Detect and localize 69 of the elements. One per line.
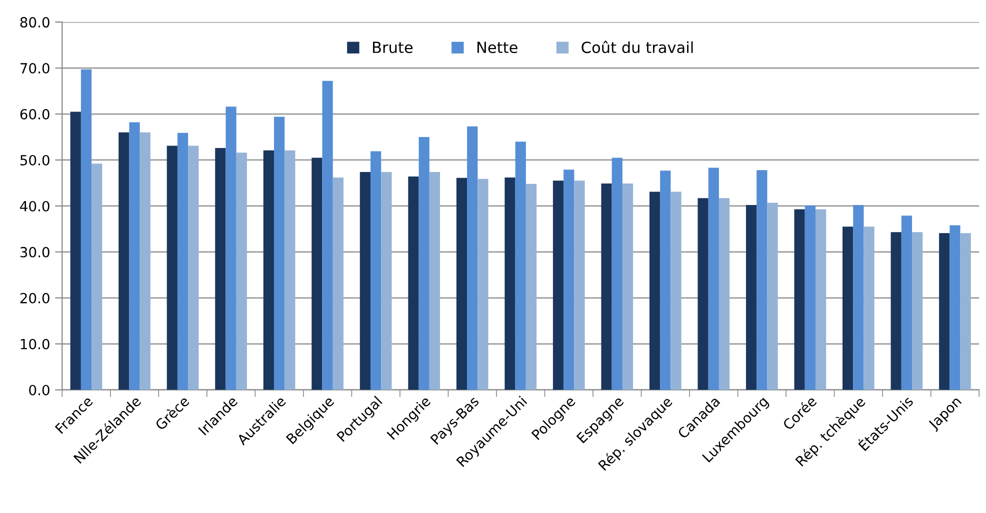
bar xyxy=(698,198,708,390)
bar xyxy=(70,112,81,390)
bar xyxy=(370,151,382,390)
bar xyxy=(804,206,816,390)
bar xyxy=(853,205,864,390)
bar xyxy=(552,180,564,390)
bar xyxy=(381,172,392,390)
y-tick-label: 30.0 xyxy=(20,246,50,258)
bar xyxy=(649,192,660,390)
bar xyxy=(708,168,719,390)
bar xyxy=(332,177,344,390)
bar xyxy=(718,198,730,390)
bar xyxy=(478,178,488,390)
bar xyxy=(236,152,247,390)
bar xyxy=(574,180,585,390)
legend-label: Coût du travail xyxy=(582,40,693,54)
bar xyxy=(80,69,92,390)
bar xyxy=(360,172,371,390)
y-tick-label: 40.0 xyxy=(20,200,50,212)
bar xyxy=(177,132,188,390)
bar xyxy=(670,192,682,390)
bar xyxy=(226,106,236,390)
bar xyxy=(767,202,778,390)
bar xyxy=(215,148,226,390)
y-tick-label: 10.0 xyxy=(20,338,50,350)
bar xyxy=(960,233,971,390)
bar xyxy=(504,177,516,390)
bar xyxy=(601,183,612,390)
bar xyxy=(284,150,296,390)
bar xyxy=(263,150,274,390)
bar xyxy=(515,142,526,390)
bar xyxy=(815,209,826,390)
legend-label: Brute xyxy=(373,42,413,54)
y-tick-label: 70.0 xyxy=(20,63,50,74)
bar xyxy=(92,164,102,390)
bar xyxy=(429,172,440,390)
bar xyxy=(890,232,902,390)
bar xyxy=(939,233,950,390)
bar xyxy=(408,176,419,390)
bar xyxy=(188,146,199,390)
bar xyxy=(140,132,150,390)
bar xyxy=(842,226,854,390)
bar xyxy=(912,232,923,390)
legend-label: Nette xyxy=(477,42,518,54)
bar xyxy=(864,226,874,390)
bar xyxy=(622,183,634,390)
bar xyxy=(166,146,178,390)
bar xyxy=(418,137,430,390)
bar xyxy=(756,170,768,390)
bar xyxy=(612,158,622,390)
bar xyxy=(526,184,537,390)
bar xyxy=(322,80,333,390)
bar xyxy=(274,116,285,390)
bar xyxy=(794,209,805,390)
bar xyxy=(660,170,671,390)
bar xyxy=(312,158,322,390)
bar xyxy=(129,122,140,390)
y-tick-label: 60.0 xyxy=(20,108,50,120)
y-tick-label: 50.0 xyxy=(20,154,50,166)
bar xyxy=(456,178,468,390)
bar xyxy=(467,126,478,390)
bar xyxy=(746,205,757,390)
y-tick-label: 80.0 xyxy=(20,17,50,28)
bar xyxy=(118,132,130,390)
y-tick-label: 0.0 xyxy=(29,384,50,396)
bar xyxy=(901,216,912,390)
bar xyxy=(950,225,960,390)
y-tick-label: 20.0 xyxy=(20,292,50,304)
bar xyxy=(564,170,574,390)
